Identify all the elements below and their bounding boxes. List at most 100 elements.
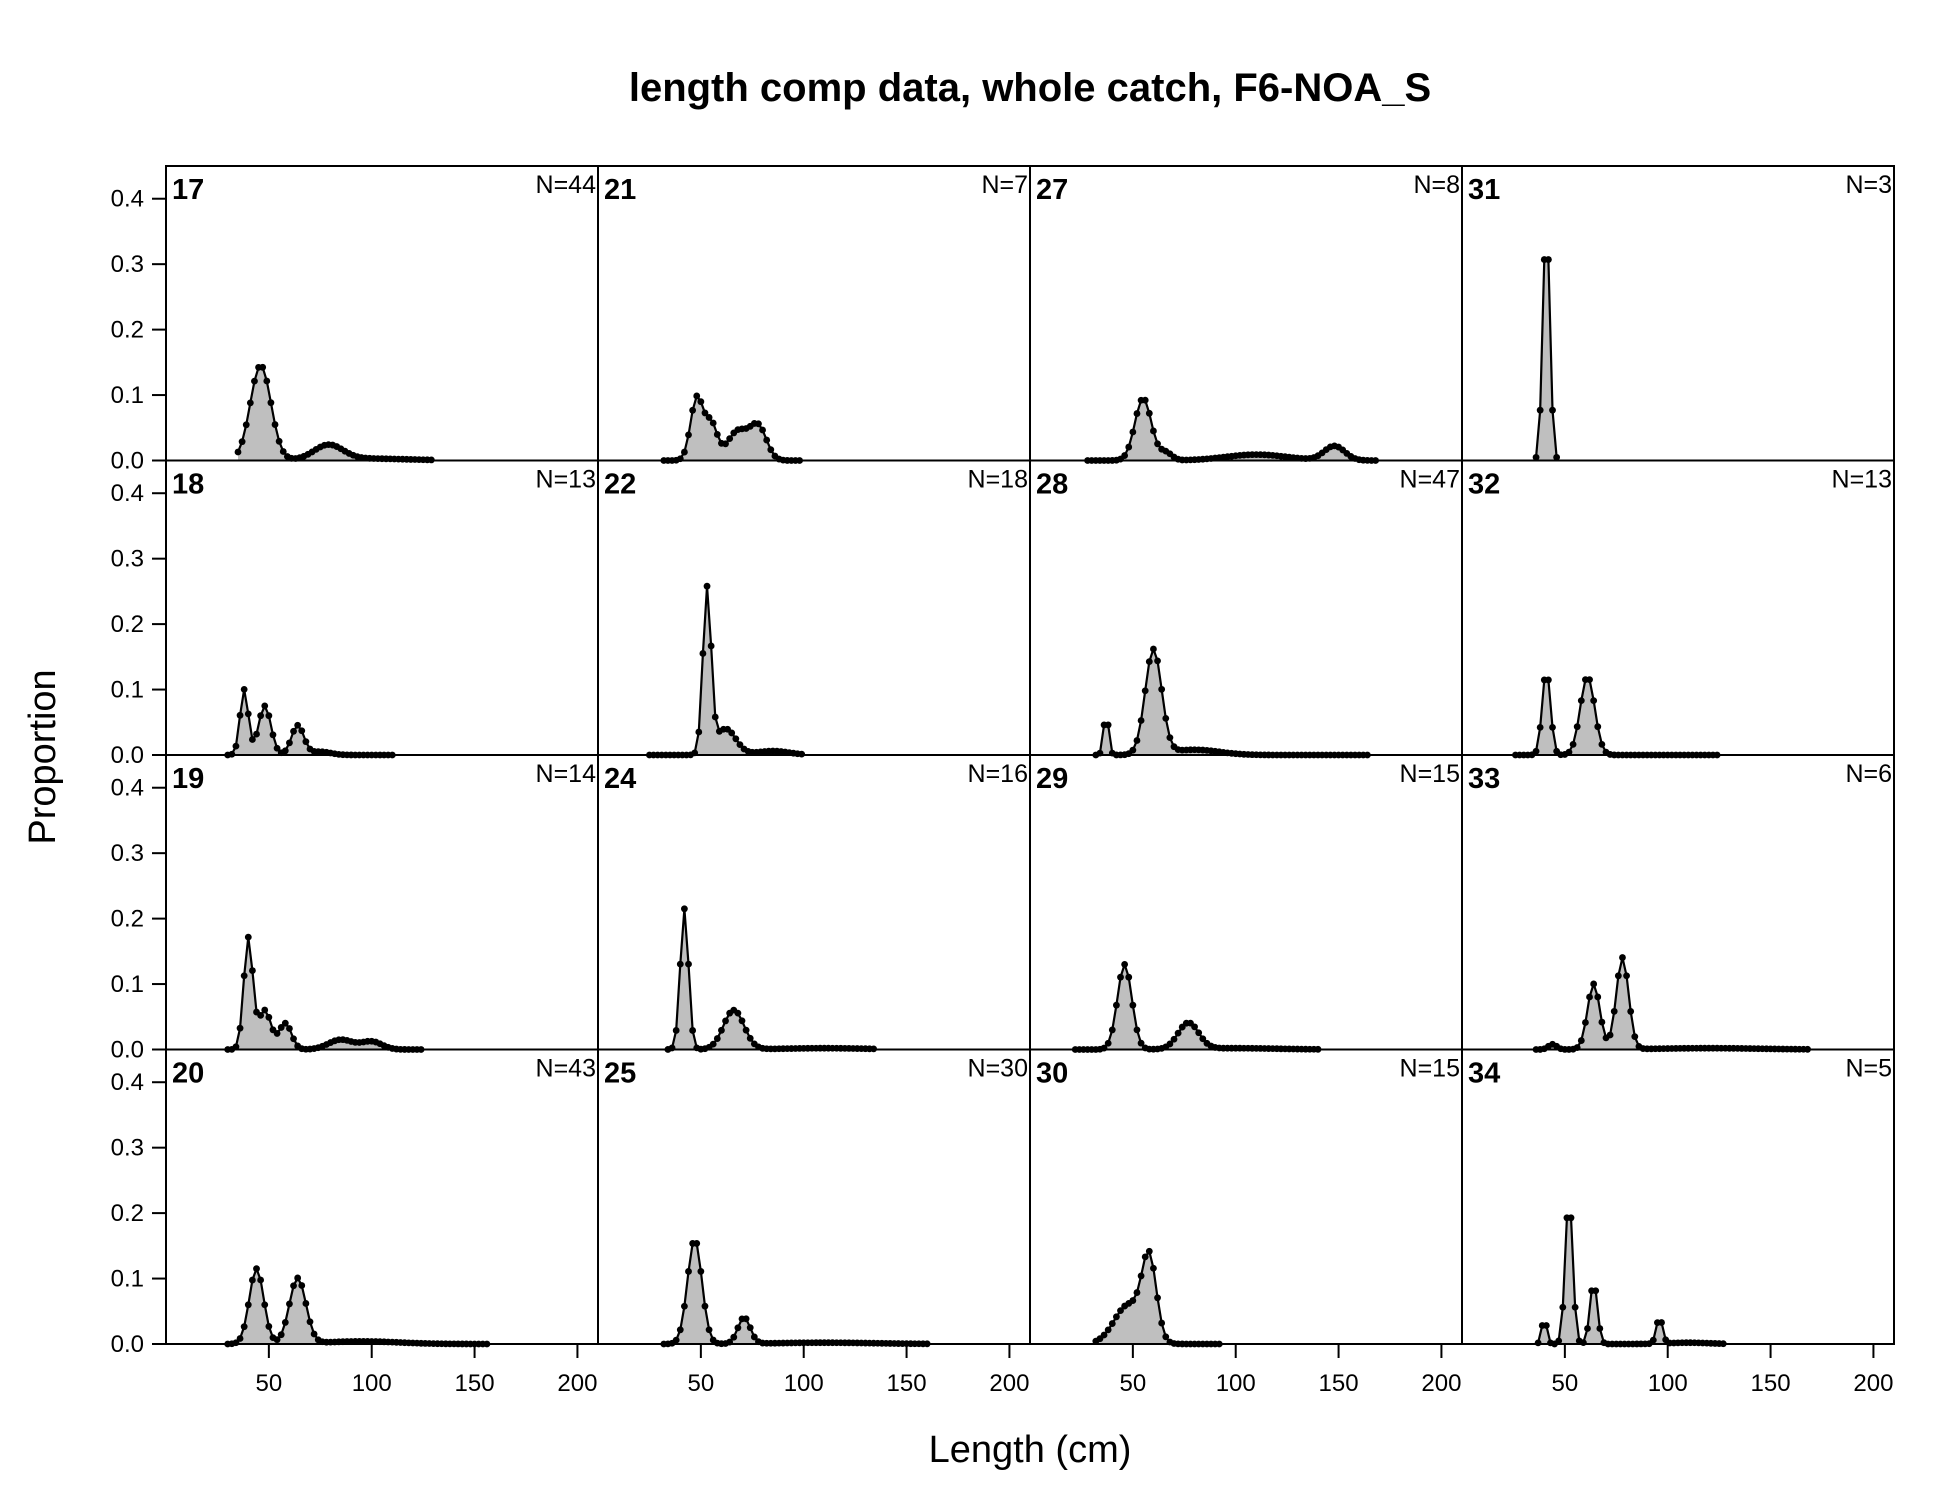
y-tick-label: 0.0 [111, 448, 144, 475]
data-point [253, 1265, 260, 1273]
data-point [1133, 410, 1141, 417]
data-point [1137, 1272, 1145, 1280]
panel-label: 30 [1036, 1058, 1068, 1090]
data-point [685, 1268, 692, 1275]
data-point [1145, 1247, 1153, 1255]
data-point [306, 1318, 314, 1326]
data-point [261, 1301, 269, 1309]
data-point [249, 1276, 256, 1284]
panel-31: 31 N=3 [1461, 165, 1895, 462]
x-tick-label: 100 [352, 1370, 392, 1397]
x-tick-label: 50 [688, 1370, 715, 1397]
series-line [667, 908, 874, 1051]
panel-border [165, 459, 599, 756]
data-point [676, 1326, 684, 1334]
data-point [294, 721, 302, 729]
data-point [1590, 697, 1598, 705]
panel-17: 17 N=44 0.0 0.1 0.2 0.3 0.4 [111, 165, 599, 475]
x-tick-label: 50 [1552, 1370, 1579, 1397]
data-point [672, 1336, 680, 1344]
data-point [1545, 676, 1552, 684]
data-point [738, 1017, 746, 1025]
data-point [1166, 734, 1174, 742]
data-point [290, 727, 297, 735]
panel-28: 28 N=47 [1029, 459, 1463, 759]
data-point [1195, 1029, 1203, 1037]
panel-sample-size: N=13 [1832, 466, 1892, 494]
panel-border [1461, 459, 1895, 756]
data-point [1100, 1331, 1108, 1339]
data-point [730, 1333, 738, 1341]
data-point [1121, 452, 1129, 459]
data-point [244, 1301, 252, 1309]
y-axis-label: Proportion [22, 669, 64, 844]
panel-label: 33 [1468, 763, 1500, 795]
data-point [1162, 714, 1170, 722]
data-point [294, 1274, 302, 1282]
data-point [277, 1024, 285, 1031]
data-point [736, 741, 744, 749]
data-point [728, 729, 736, 737]
data-point [1623, 972, 1630, 980]
data-point [1565, 748, 1573, 756]
panel-border [1029, 459, 1463, 756]
data-point [1154, 440, 1161, 448]
data-point [265, 1323, 273, 1330]
data-point [273, 1336, 281, 1344]
panel-sample-size: N=8 [1413, 171, 1460, 199]
panel-border [597, 1048, 1031, 1345]
panel-border [165, 1048, 599, 1345]
data-point [290, 1282, 297, 1290]
panel-border [1461, 165, 1895, 462]
data-point [273, 744, 281, 752]
data-point [281, 747, 289, 755]
data-point [1108, 1320, 1116, 1327]
data-point [1553, 453, 1561, 461]
data-point [713, 1035, 721, 1042]
data-point [685, 431, 692, 439]
panel-border [165, 165, 599, 462]
data-point [1569, 740, 1577, 748]
x-tick-label: 100 [1216, 1370, 1256, 1397]
data-point [697, 1268, 705, 1275]
data-point [1614, 972, 1622, 980]
data-point [709, 1040, 717, 1048]
panel-label: 20 [172, 1058, 204, 1090]
data-point [286, 739, 293, 747]
panel-22: 22 N=18 [597, 459, 1031, 759]
y-tick-label: 0.2 [111, 906, 144, 933]
data-point [1108, 1026, 1116, 1034]
panel-sample-size: N=3 [1845, 171, 1892, 199]
panel-label: 34 [1468, 1058, 1500, 1090]
data-point [1158, 685, 1166, 693]
data-point [244, 933, 252, 941]
data-point [672, 1027, 680, 1034]
area-fill [227, 1268, 487, 1344]
data-point [246, 399, 254, 407]
data-point [709, 419, 717, 427]
panel-border [597, 754, 1031, 1051]
data-point [1133, 737, 1141, 744]
data-point [705, 414, 713, 421]
data-point [1573, 723, 1581, 731]
panel-sample-size: N=15 [1400, 760, 1460, 788]
data-point [1534, 1339, 1542, 1347]
data-point [1137, 1039, 1145, 1047]
data-point [281, 1019, 289, 1027]
y-tick-label: 0.3 [111, 546, 144, 573]
panel-sample-size: N=47 [1400, 466, 1460, 494]
panel-label: 18 [172, 469, 204, 501]
data-point [681, 905, 688, 913]
area-fill [1095, 648, 1368, 755]
data-point [676, 960, 684, 968]
data-point [1610, 1007, 1618, 1015]
data-point [1606, 1031, 1614, 1039]
y-tick-label: 0.2 [111, 317, 144, 344]
data-point [703, 582, 711, 590]
data-point [1158, 1319, 1166, 1327]
data-point [1121, 960, 1129, 968]
panel-30: 30 N=15 50 100 150 200 [1029, 1048, 1463, 1397]
x-tick-label: 150 [1751, 1370, 1791, 1397]
area-fill [1095, 1251, 1220, 1344]
data-point [711, 713, 719, 721]
